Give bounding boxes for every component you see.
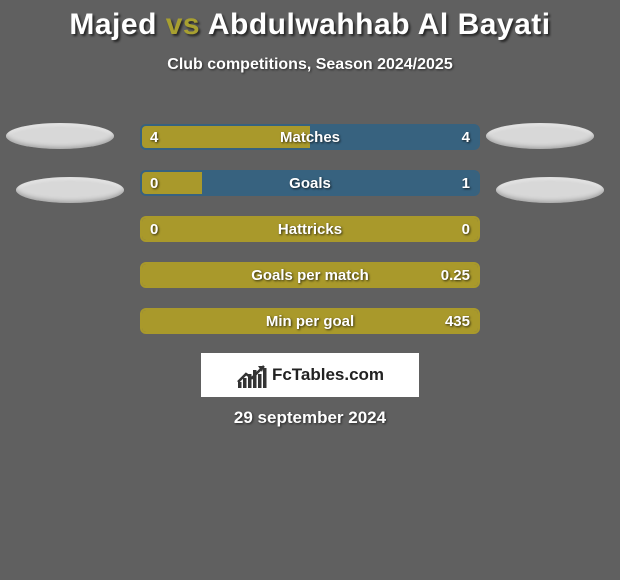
player2-name: Abdulwahhab Al Bayati xyxy=(208,8,551,41)
avatar-placeholder xyxy=(496,177,604,203)
avatar-placeholder xyxy=(16,177,124,203)
metric-label: Goals per match xyxy=(140,262,480,290)
comparison-card: Majed vs Abdulwahhab Al Bayati Club comp… xyxy=(0,0,620,580)
metric-row: 00Hattricks xyxy=(0,216,620,262)
metric-row: 435Min per goal xyxy=(0,308,620,354)
subtitle: Club competitions, Season 2024/2025 xyxy=(0,56,620,74)
metrics-rows: 44Matches01Goals00Hattricks0.25Goals per… xyxy=(0,124,620,354)
avatar-placeholder xyxy=(486,123,594,149)
metric-row: 0.25Goals per match xyxy=(0,262,620,308)
metric-label: Goals xyxy=(140,170,480,198)
date-text: 29 september 2024 xyxy=(0,408,620,428)
vs-text: vs xyxy=(166,8,200,41)
bar-chart-icon xyxy=(236,362,268,388)
fctables-logo: FcTables.com xyxy=(201,353,419,397)
page-title: Majed vs Abdulwahhab Al Bayati xyxy=(0,0,620,42)
metric-label: Hattricks xyxy=(140,216,480,244)
logo-text: FcTables.com xyxy=(272,365,384,385)
metric-label: Matches xyxy=(140,124,480,152)
player1-name: Majed xyxy=(69,8,157,41)
avatar-placeholder xyxy=(6,123,114,149)
metric-label: Min per goal xyxy=(140,308,480,336)
